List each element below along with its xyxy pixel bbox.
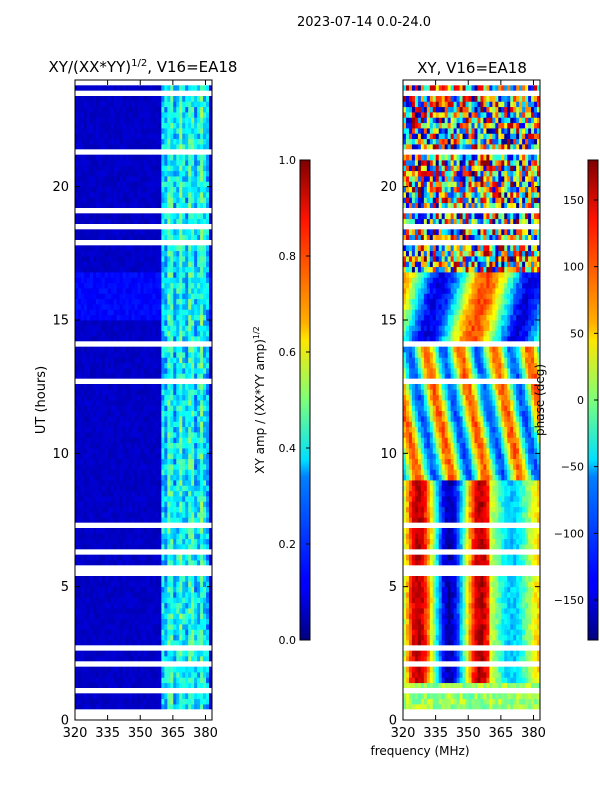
amplitude-colorbar-tick-label: 0.2 [279, 538, 297, 551]
amplitude-y-tick-label: 5 [61, 580, 69, 595]
phase-axis-ticks: 320 335 350 365 380 0 5 10 15 20 [380, 80, 546, 741]
amplitude-x-tick-label: 335 [95, 726, 120, 741]
amplitude-colorbar-tick-label: 0.0 [279, 634, 297, 647]
phase-panel: XY, V16=EA18 320 335 350 365 380 0 5 10 15 20 fre… [370, 59, 545, 758]
phase-x-tick-label: 380 [521, 726, 546, 741]
phase-colorbar-tick-label: −50 [561, 461, 584, 474]
amplitude-colorbar-tick-label: 0.8 [279, 250, 297, 263]
amplitude-panel: XY/(XX*YY)1/2, V16=EA18 320 335 350 365 380 0… [34, 58, 237, 741]
phase-colorbar-tick-label: −100 [554, 527, 584, 540]
phase-colorbar-tick-label: −150 [554, 594, 584, 607]
amplitude-y-tick-label: 10 [52, 447, 69, 462]
frequency-x-label: frequency (MHz) [370, 744, 469, 758]
phase-x-tick-label: 335 [423, 726, 448, 741]
phase-y-tick-label: 20 [380, 180, 397, 195]
phase-panel-title: XY, V16=EA18 [417, 59, 527, 77]
phase-colorbar-ticks: −150 −100 −50 0 50 100 150 [554, 194, 598, 607]
amplitude-x-tick-label: 350 [128, 726, 153, 741]
phase-colorbar-tick-label: 150 [563, 194, 584, 207]
amplitude-axis-ticks: 320 335 350 365 380 0 5 10 15 20 [52, 80, 218, 741]
amplitude-y-tick-label: 0 [61, 714, 69, 729]
phase-y-tick-label: 0 [389, 714, 397, 729]
phase-y-tick-label: 15 [380, 314, 397, 329]
phase-colorbar-tick-label: 50 [570, 327, 584, 340]
phase-axes-frame [402, 79, 541, 721]
amplitude-x-tick-label: 320 [63, 726, 88, 741]
amplitude-colorbar: 0.0 0.2 0.4 0.6 0.8 1.0 XY amp / (XX*YY amp)1… [252, 154, 311, 647]
phase-x-tick-label: 350 [456, 726, 481, 741]
figure-title: 2023-07-14 0.0-24.0 [297, 15, 431, 30]
amplitude-panel-title: XY/(XX*YY)1/2, V16=EA18 [49, 58, 238, 76]
amplitude-x-tick-label: 365 [160, 726, 185, 741]
amplitude-axes-frame [74, 79, 213, 721]
amplitude-colorbar-tick-label: 1.0 [279, 154, 297, 167]
amplitude-y-tick-label: 20 [52, 180, 69, 195]
amplitude-x-tick-label: 380 [193, 726, 218, 741]
phase-colorbar-tick-label: 100 [563, 261, 584, 274]
phase-x-tick-label: 365 [488, 726, 513, 741]
phase-heatmap [403, 80, 540, 719]
amplitude-colorbar-tick-label: 0.4 [279, 442, 297, 455]
phase-colorbar: −150 −100 −50 0 50 100 150 phase (deg) [533, 159, 599, 641]
amplitude-y-tick-label: 15 [52, 314, 69, 329]
amplitude-colorbar-label: XY amp / (XX*YY amp)1/2 [252, 326, 267, 474]
phase-y-tick-label: 10 [380, 447, 397, 462]
amplitude-colorbar-frame [299, 159, 311, 641]
amplitude-y-label: UT (hours) [34, 366, 49, 434]
amplitude-colorbar-gradient [300, 160, 310, 640]
phase-colorbar-label: phase (deg) [533, 364, 547, 436]
amplitude-colorbar-ticks: 0.0 0.2 0.4 0.6 0.8 1.0 [279, 154, 310, 647]
phase-x-tick-label: 320 [391, 726, 416, 741]
phase-y-tick-label: 5 [389, 580, 397, 595]
phase-colorbar-tick-label: 0 [577, 394, 584, 407]
amplitude-heatmap [75, 80, 212, 719]
phase-colorbar-gradient [588, 160, 598, 640]
amplitude-colorbar-tick-label: 0.6 [279, 346, 297, 359]
